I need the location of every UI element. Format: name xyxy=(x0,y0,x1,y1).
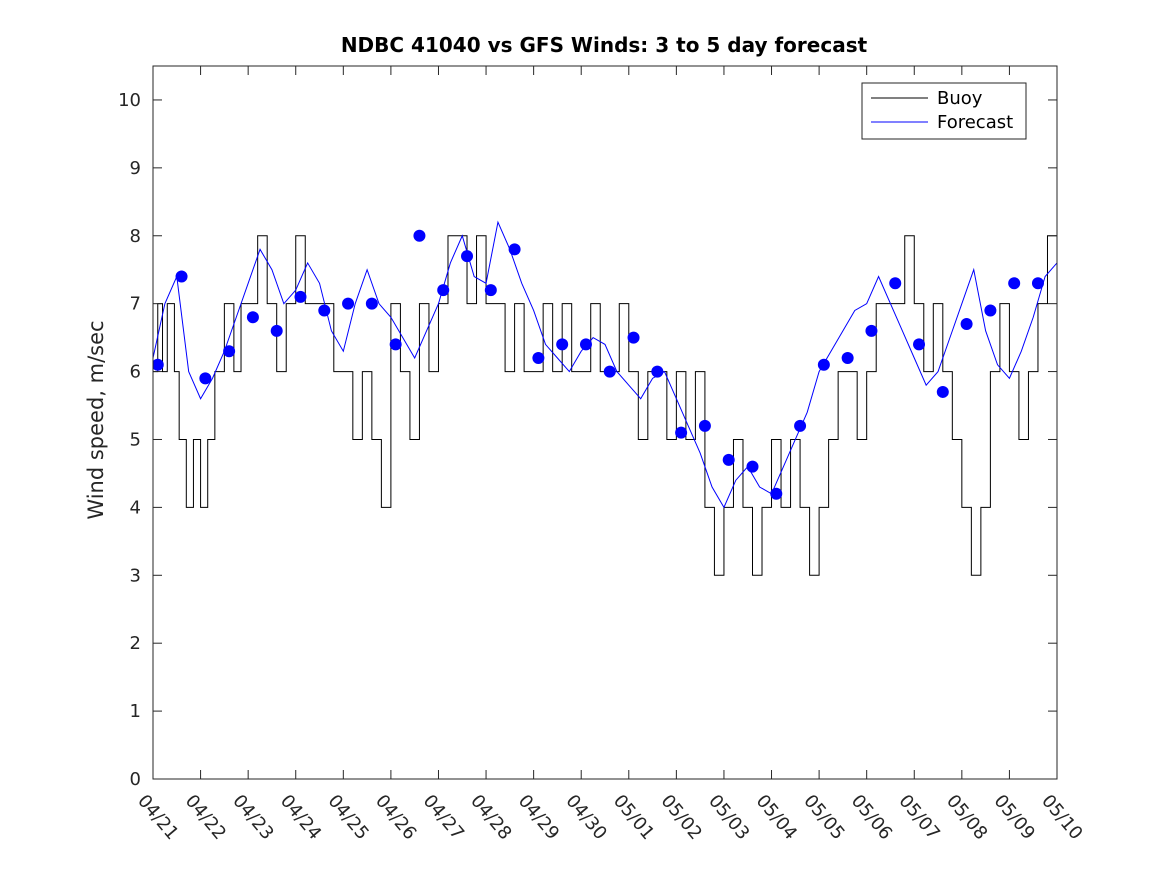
y-tick-label: 10 xyxy=(118,90,141,111)
y-tick-label: 9 xyxy=(130,158,141,179)
y-tick-label: 6 xyxy=(130,362,141,383)
series-layer xyxy=(153,220,1057,576)
data-point xyxy=(270,324,283,337)
data-point xyxy=(199,372,212,385)
data-point xyxy=(936,385,949,398)
plot-area xyxy=(153,220,1057,576)
data-point xyxy=(817,358,830,371)
data-point xyxy=(484,284,497,297)
y-axis-label: Wind speed, m/sec xyxy=(84,320,108,519)
y-tick-label: 8 xyxy=(130,226,141,247)
y-tick-label: 2 xyxy=(130,633,141,654)
forecast-series-line xyxy=(153,220,1057,509)
data-point xyxy=(1031,277,1044,290)
data-point xyxy=(722,453,735,466)
data-point xyxy=(1008,277,1021,290)
data-point xyxy=(461,250,474,263)
data-point xyxy=(318,304,331,317)
data-point xyxy=(841,351,854,364)
plot-frame xyxy=(152,65,1058,780)
buoy-series-line xyxy=(153,235,1057,576)
data-point xyxy=(698,419,711,432)
y-tick-label: 5 xyxy=(130,429,141,450)
data-point xyxy=(556,338,569,351)
data-point xyxy=(413,229,426,242)
data-point xyxy=(913,338,926,351)
legend-buoy-label: Buoy xyxy=(937,88,983,109)
data-point xyxy=(770,487,783,500)
data-point xyxy=(746,460,759,473)
data-point xyxy=(651,365,664,378)
data-point xyxy=(960,318,973,331)
data-point xyxy=(508,243,521,256)
y-axis: 0 1 2 3 4 5 6 7 8 9 10 xyxy=(118,90,1057,790)
data-point xyxy=(153,358,164,371)
data-point xyxy=(175,270,188,283)
legend-forecast-label: Forecast xyxy=(937,112,1013,133)
y-tick-label: 7 xyxy=(130,294,141,315)
data-point xyxy=(984,304,997,317)
data-point xyxy=(365,297,378,310)
data-point xyxy=(389,338,402,351)
data-point xyxy=(675,426,688,439)
data-point xyxy=(246,311,259,324)
data-point xyxy=(437,284,450,297)
data-point xyxy=(889,277,902,290)
legend-box xyxy=(861,82,1027,140)
data-point xyxy=(627,331,640,344)
data-point xyxy=(579,338,592,351)
y-tick-label: 1 xyxy=(130,701,141,722)
data-point xyxy=(294,290,307,303)
data-point xyxy=(865,324,878,337)
y-tick-label: 3 xyxy=(130,565,141,586)
data-point xyxy=(342,297,355,310)
y-tick-label: 0 xyxy=(130,769,141,790)
legend: Buoy Forecast xyxy=(861,82,1027,140)
data-point xyxy=(794,419,807,432)
data-point xyxy=(223,345,236,358)
chart-title: NDBC 41040 vs GFS Winds: 3 to 5 day fore… xyxy=(341,33,868,57)
data-point xyxy=(532,351,545,364)
data-point xyxy=(603,365,616,378)
y-tick-label: 4 xyxy=(130,497,141,518)
